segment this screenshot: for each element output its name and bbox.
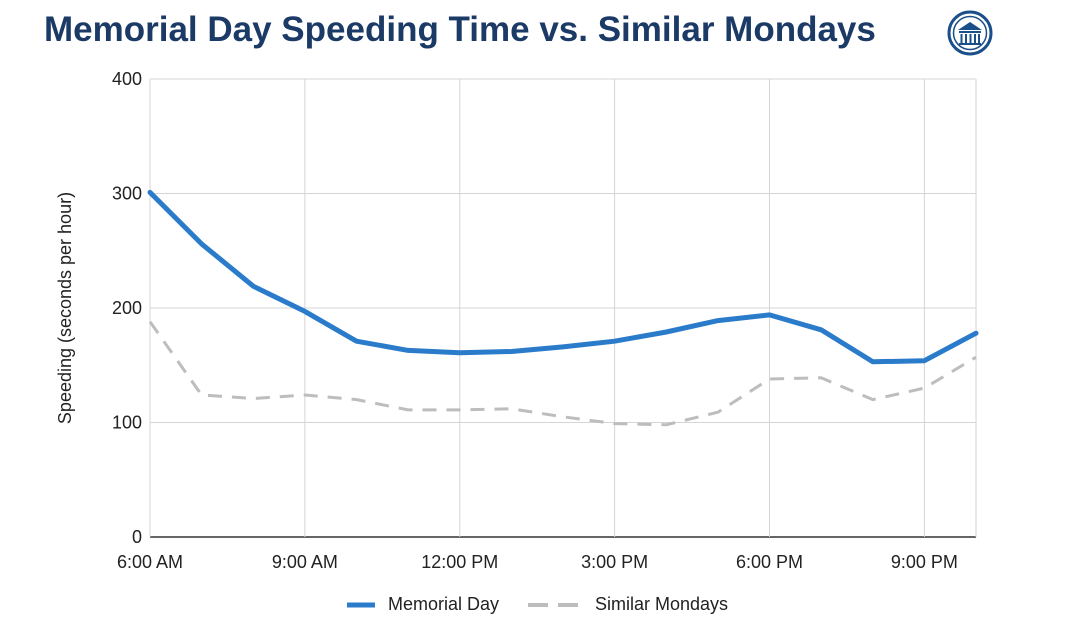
legend-item-memorial-day: Memorial Day bbox=[346, 594, 499, 615]
legend-label-memorial-day: Memorial Day bbox=[387, 594, 499, 614]
x-tick-label: 12:00 PM bbox=[421, 552, 498, 572]
chart-grid bbox=[149, 78, 977, 538]
y-tick-label: 100 bbox=[112, 413, 142, 433]
y-tick-label: 400 bbox=[112, 69, 142, 89]
legend-item-similar-mondays: Similar Mondays bbox=[527, 594, 728, 615]
x-tick-label: 9:00 AM bbox=[272, 552, 338, 572]
y-tick-label: 300 bbox=[112, 184, 142, 204]
x-tick-label: 9:00 PM bbox=[891, 552, 958, 572]
chart-series bbox=[147, 189, 979, 427]
legend-label-similar-mondays: Similar Mondays bbox=[594, 594, 729, 614]
y-tick-label: 200 bbox=[112, 298, 142, 318]
x-tick-label: 3:00 PM bbox=[581, 552, 648, 572]
page-title: Memorial Day Speeding Time vs. Similar M… bbox=[44, 10, 876, 49]
legend-swatch-solid bbox=[346, 602, 375, 607]
chart-axes: 0 100 200 300 400 6:00 AM 9:00 AM 12:00 PM 3:00 … bbox=[112, 69, 958, 572]
columned-building-seal-icon bbox=[947, 10, 993, 56]
y-axis-title: Speeding (seconds per hour) bbox=[55, 192, 75, 424]
y-tick-label: 0 bbox=[132, 527, 142, 547]
series-line-similar-mondays bbox=[148, 320, 977, 427]
legend-swatch-dashed bbox=[527, 602, 582, 607]
chart-legend: Memorial Day Similar Mondays bbox=[0, 594, 1074, 615]
x-tick-label: 6:00 AM bbox=[117, 552, 183, 572]
series-line-memorial-day bbox=[147, 189, 979, 365]
x-tick-label: 6:00 PM bbox=[736, 552, 803, 572]
